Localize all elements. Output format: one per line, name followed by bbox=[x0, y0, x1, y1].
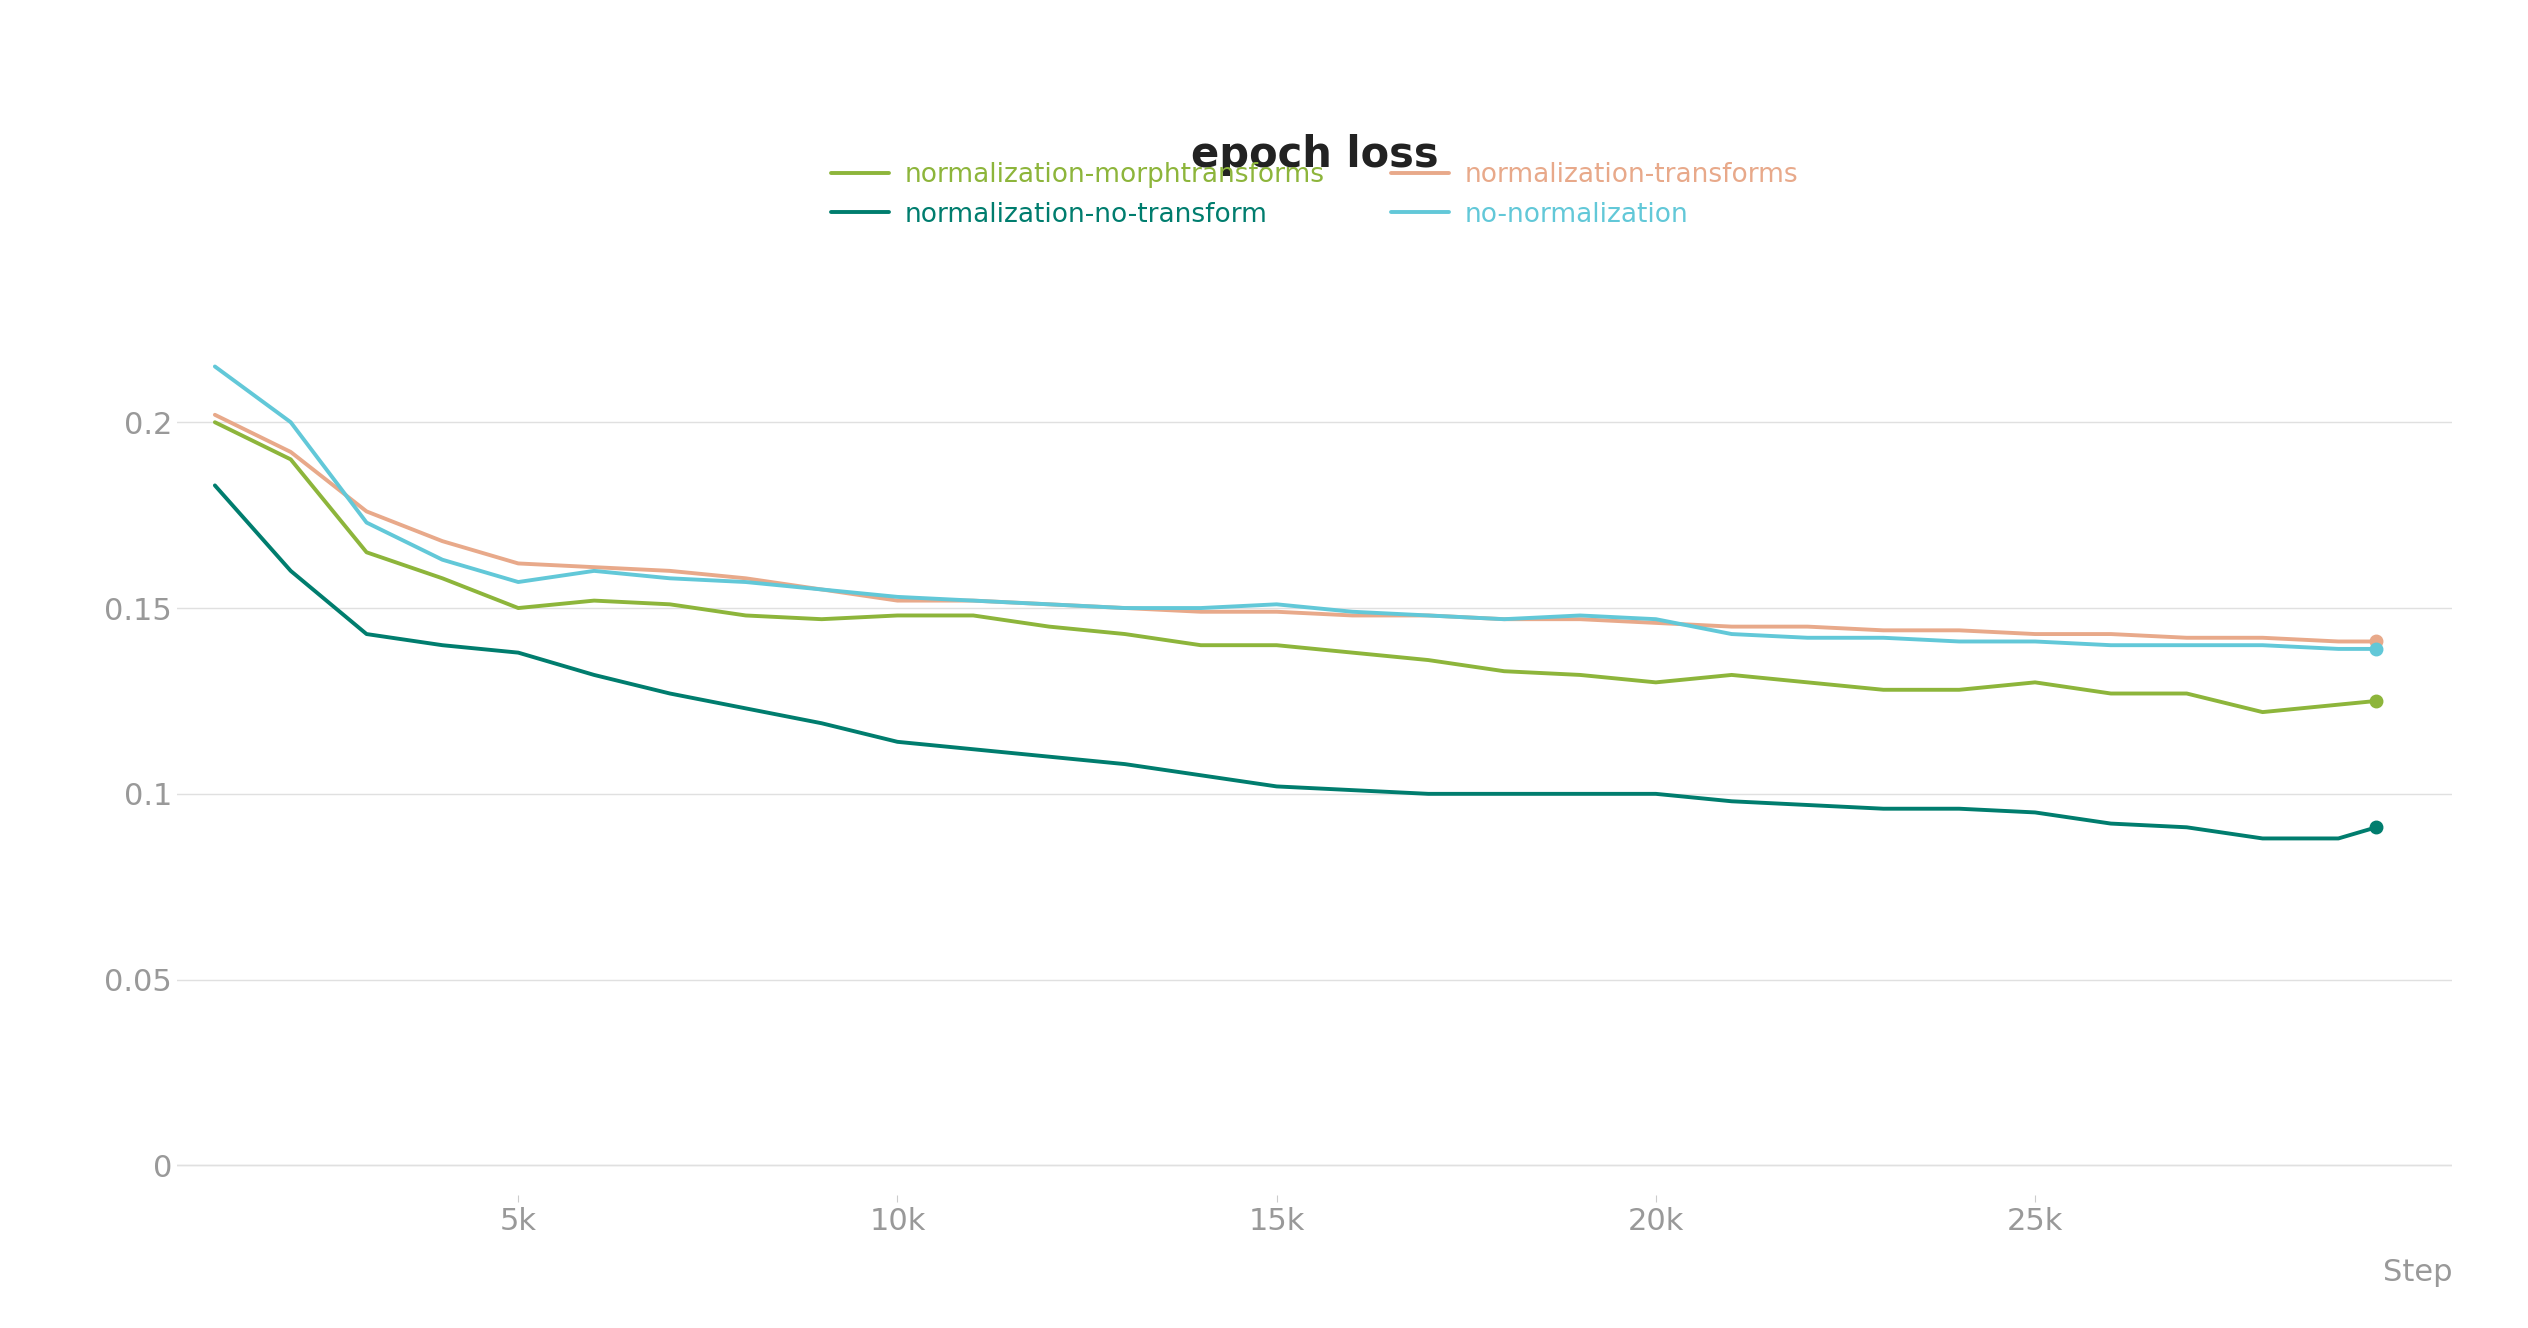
Legend: normalization-morphtransforms, normalization-no-transform, normalization-transfo: normalization-morphtransforms, normaliza… bbox=[819, 151, 1810, 238]
Title: epoch loss: epoch loss bbox=[1191, 134, 1438, 177]
Text: Step: Step bbox=[2384, 1259, 2452, 1287]
